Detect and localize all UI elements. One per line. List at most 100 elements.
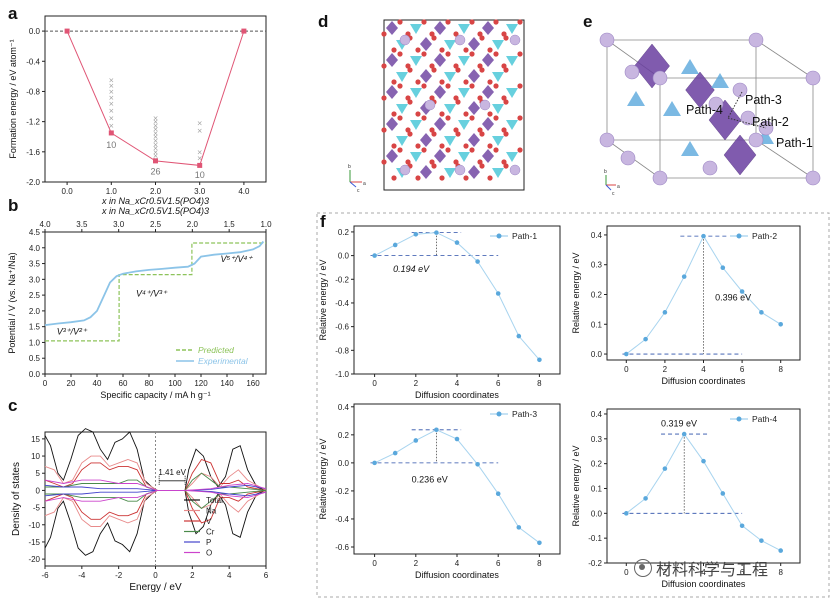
cell-edge-e-5 — [755, 139, 814, 179]
x-tick-label-b-4: 80 — [145, 379, 154, 388]
tetrahedron-d-15 — [506, 24, 518, 34]
x-tick-label-b-0: 0 — [43, 379, 48, 388]
tetrahedron-d-108 — [458, 120, 470, 130]
y-axis-label-f2: Relative energy / eV — [571, 252, 581, 333]
sodium-atom-e-1 — [748, 32, 764, 48]
oxygen-atom-d-1 — [397, 19, 403, 25]
legend-label-f1: Path-1 — [512, 231, 537, 241]
oxygen-atom-d-67 — [397, 83, 403, 89]
hull-point-a-0 — [64, 28, 70, 34]
x-tick-label-f2-4: 8 — [778, 365, 783, 374]
y-tick-label-c-3: 0 — [36, 486, 41, 495]
energy-point-f2-2 — [662, 310, 668, 315]
sodium-atom-e-13 — [708, 96, 724, 112]
oxygen-atom-d-31 — [503, 35, 509, 41]
y-tick-label-f4-1: 0.3 — [591, 435, 603, 444]
panel-label-f: f — [320, 212, 326, 231]
sodium-atom-e-6 — [805, 170, 821, 186]
scatter-point-a-0-5: × — [108, 107, 114, 115]
oxygen-atom-d-142 — [469, 147, 475, 153]
scatter-point-a-1-1: × — [153, 118, 159, 126]
panel-label-a: a — [8, 4, 18, 23]
y-tick-label-f4-2: 0.2 — [591, 460, 603, 469]
oxygen-atom-d-146 — [477, 159, 483, 165]
oxygen-atom-d-20 — [391, 47, 397, 53]
energy-point-f3-7 — [516, 525, 522, 530]
oxygen-atom-d-16 — [517, 19, 523, 25]
x-tick-label-f3-2: 4 — [455, 559, 460, 568]
energy-point-f2-4 — [701, 233, 706, 239]
legend-label-c-0: Total — [206, 496, 223, 505]
annotation-b-1: V⁴⁺/V³⁺ — [136, 289, 168, 299]
x-tick-label-c-5: 4 — [227, 571, 232, 580]
panel-f-frame — [316, 212, 830, 598]
tetrahedron-d-24 — [444, 40, 456, 50]
oxygen-atom-d-101 — [381, 127, 387, 133]
y-tick-label-b-1: 0.5 — [29, 354, 41, 363]
scatter-point-a-1-7: × — [153, 141, 159, 149]
oxygen-atom-d-131 — [487, 143, 493, 149]
hull-point-a-1 — [108, 130, 114, 136]
scatter-point-a-1-10: × — [153, 152, 159, 160]
x-tick-label-f3-1: 2 — [414, 559, 419, 568]
oxygen-atom-d-17 — [501, 31, 507, 37]
tetrahedron-d-102 — [410, 120, 422, 130]
oxygen-atom-d-115 — [517, 115, 523, 121]
scatter-point-a-0-0: × — [108, 77, 114, 85]
oxygen-atom-d-119 — [391, 143, 397, 149]
y-tick-label-f4-0: 0.4 — [591, 410, 603, 419]
scatter-point-a-0-3: × — [108, 94, 114, 102]
oxygen-atom-d-85 — [407, 99, 413, 105]
octahedron-d-54 — [420, 69, 432, 83]
sodium-atom-e-12 — [702, 160, 718, 176]
octahedron-d-72 — [434, 85, 446, 99]
legend-label-c-5: O — [206, 549, 212, 558]
chart-b: 0 20 40 60 80 100 120 140 160 0.0 0.5 1.0 1.5 2.0 2.5 3… — [7, 220, 272, 400]
oxygen-atom-d-100 — [397, 115, 403, 121]
oxygen-atom-d-125 — [439, 143, 445, 149]
oxygen-atom-d-14 — [477, 31, 483, 37]
tetrahedron-d-69 — [410, 88, 422, 98]
oxygen-atom-d-2 — [381, 31, 387, 37]
barrier-label-f4: 0.319 eV — [661, 418, 697, 428]
octahedron-d-111 — [482, 117, 494, 131]
legend-label-c-2: V — [206, 517, 212, 526]
axis-label-e-1: b — [604, 169, 607, 175]
tetrahedron-d-123 — [444, 136, 456, 146]
x-axis-label-b: Specific capacity / mA h g⁻¹ — [100, 390, 210, 400]
panel-label-b: b — [8, 196, 19, 215]
tetrahedron-d-90 — [444, 104, 456, 114]
energy-point-f2-1 — [643, 336, 648, 342]
sodium-atom-d-4 — [479, 99, 491, 111]
y-tick-label-f1-4: -0.6 — [335, 323, 349, 332]
tetrahedron-e-2 — [663, 101, 681, 116]
energy-point-f4-2 — [662, 466, 668, 471]
oxygen-atom-d-37 — [421, 51, 427, 57]
y-tick-label-a-4: -1.6 — [26, 148, 40, 157]
x-axis-label-c: Energy / eV — [129, 582, 182, 593]
axis-c-d — [349, 181, 357, 188]
energy-point-f4-1 — [643, 496, 648, 501]
oxygen-atom-d-49 — [517, 51, 523, 57]
y-tick-label-c-5: -10 — [28, 521, 40, 530]
y-axis-label-f4: Relative energy / eV — [571, 445, 581, 526]
tetrahedron-d-36 — [410, 56, 422, 66]
oxygen-atom-d-65 — [487, 79, 493, 85]
oxygen-atom-d-155 — [415, 175, 421, 181]
octahedron-e-2 — [723, 134, 757, 176]
top-tick-label-b-5: 1.5 — [224, 220, 236, 229]
sodium-atom-e-8 — [624, 64, 640, 80]
scatter-point-a-1-8: × — [153, 145, 159, 153]
x-tick-label-f3-4: 8 — [537, 559, 542, 568]
series-line-b-predicted — [45, 242, 266, 342]
x-tick-label-f4-0: 0 — [624, 568, 629, 577]
sodium-atom-d-0 — [399, 34, 411, 46]
legend-label-c-4: P — [206, 538, 211, 547]
oxygen-atom-d-112 — [493, 115, 499, 121]
y-tick-label-f1-2: -0.2 — [335, 275, 349, 284]
oxygen-atom-d-55 — [431, 67, 437, 73]
y-tick-label-f3-0: 0.4 — [338, 403, 350, 412]
scatter-point-a-1-6: × — [153, 137, 159, 145]
x-tick-label-a-1: 1.0 — [106, 187, 118, 196]
